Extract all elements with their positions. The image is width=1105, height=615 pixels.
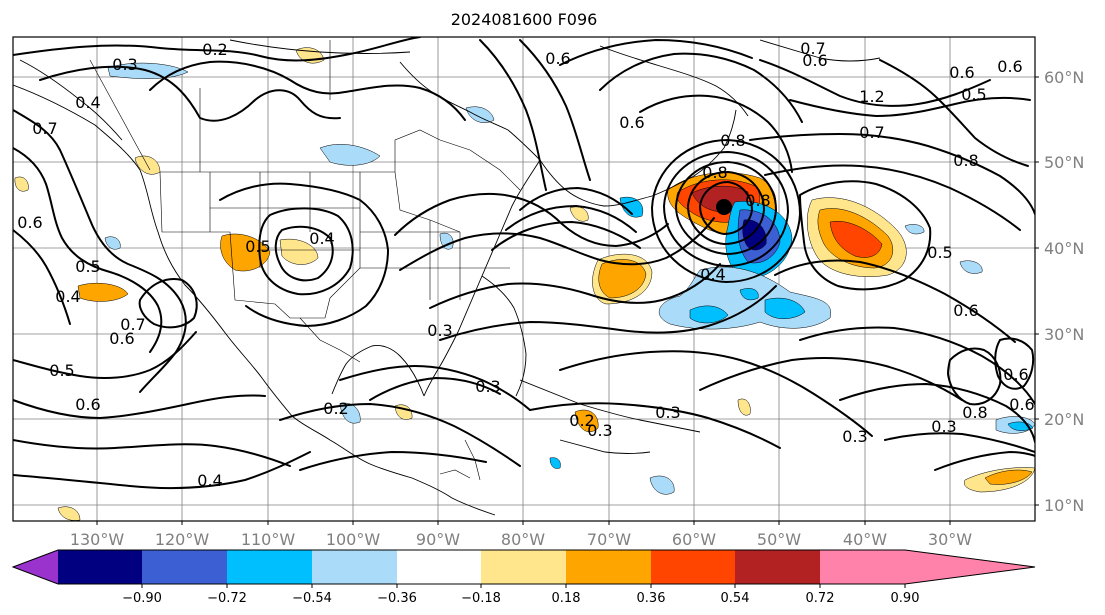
graticule — [13, 37, 1035, 521]
lat-label: 50°N — [1044, 153, 1084, 172]
lon-label: 70°W — [587, 530, 631, 549]
colorbar-tick-label: −0.54 — [292, 591, 332, 606]
colorbar-segment — [13, 550, 58, 584]
lat-label: 40°N — [1044, 239, 1084, 258]
contour-label: 0.6 — [953, 301, 978, 320]
contour-label: 0.3 — [475, 377, 500, 396]
contour-label: 0.7 — [859, 123, 884, 142]
lon-label: 40°W — [843, 530, 887, 549]
contours — [13, 37, 1035, 489]
latitude-labels: 60°N 50°N 40°N 30°N 20°N 10°N — [1044, 68, 1084, 515]
contour-label: 0.6 — [949, 63, 974, 82]
colorbar-tick-label: −0.72 — [207, 591, 247, 606]
colorbar-segment — [820, 550, 905, 584]
colorbar-tick-label: 0.54 — [721, 591, 750, 606]
lon-label: 60°W — [672, 530, 716, 549]
contour-label: 1.2 — [859, 87, 884, 106]
colorbar-segment — [142, 550, 227, 584]
contour-label: 0.6 — [802, 51, 827, 70]
contour-label: 0.8 — [953, 151, 978, 170]
contour-label: 0.8 — [962, 403, 987, 422]
contour-label: 0.8 — [720, 131, 745, 150]
contour-label: 0.4 — [75, 93, 100, 112]
contour-label: 0.3 — [655, 403, 680, 422]
map-frame — [12, 36, 1036, 522]
colorbar-tick-label: −0.18 — [461, 591, 501, 606]
contour-label: 0.2 — [323, 399, 348, 418]
contour-label: 0.8 — [702, 163, 727, 182]
lon-label: 90°W — [416, 530, 460, 549]
colorbar-tick-label: 0.36 — [637, 591, 666, 606]
contour-labels: 0.3 0.2 0.6 0.8 0.7 0.6 1.2 0.5 0.6 0.7 … — [17, 39, 1034, 490]
lon-label: 120°W — [155, 530, 210, 549]
contour-label: 0.4 — [309, 229, 334, 248]
colorbar-segment — [397, 550, 481, 584]
contour-label: 0.5 — [961, 85, 986, 104]
colorbar-segment — [735, 550, 820, 584]
contour-label: 0.6 — [1009, 395, 1034, 414]
contour-label: 0.5 — [75, 257, 100, 276]
lon-label: 50°W — [757, 530, 801, 549]
lon-label: 30°W — [928, 530, 972, 549]
contour-label: 0.3 — [931, 417, 956, 436]
contour-label: 0.5 — [927, 243, 952, 262]
colorbar-segment — [312, 550, 397, 584]
contour-label: 0.8 — [745, 191, 770, 210]
contour-label: 0.7 — [32, 119, 57, 138]
contour-label: 0.3 — [587, 421, 612, 440]
contour-label: 0.7 — [120, 315, 145, 334]
contour-label: 0.4 — [700, 265, 725, 284]
colorbar-segment — [905, 550, 1035, 584]
axis-ticks — [96, 76, 1039, 525]
colorbar-segment — [58, 550, 142, 584]
lon-label: 130°W — [70, 530, 125, 549]
colorbar-tick-label: 0.90 — [891, 591, 920, 606]
colorbar-segment — [651, 550, 735, 584]
contour-label: 0.6 — [17, 213, 42, 232]
contour-label: 0.6 — [545, 49, 570, 68]
longitude-labels: 130°W 120°W 110°W 100°W 90°W 80°W 70°W 6… — [70, 530, 972, 549]
contour-label: 0.2 — [202, 40, 227, 59]
contour-label: 0.5 — [245, 237, 270, 256]
colorbar-tick-label: 0.18 — [552, 591, 581, 606]
contour-label: 0.6 — [1003, 365, 1028, 384]
contour-label: 0.6 — [109, 329, 134, 348]
contour-label: 0.2 — [569, 411, 594, 430]
contour-label: 0.4 — [55, 287, 80, 306]
contour-label: 0.3 — [427, 321, 452, 340]
colorbar-tick-label: −0.36 — [377, 591, 417, 606]
contour-label: 0.5 — [49, 361, 74, 380]
figure-title: 2024081600 F096 — [451, 10, 598, 29]
map-panel: 0.3 0.2 0.6 0.8 0.7 0.6 1.2 0.5 0.6 0.7 … — [13, 37, 1035, 521]
contour-label: 0.7 — [800, 39, 825, 58]
colorbar-segment — [566, 550, 651, 584]
contour-label: 0.6 — [75, 395, 100, 414]
colorbar-tick-label: 0.72 — [806, 591, 835, 606]
lat-label: 30°N — [1044, 325, 1084, 344]
colorbar-segment — [481, 550, 566, 584]
lat-label: 10°N — [1044, 496, 1084, 515]
lon-label: 100°W — [326, 530, 381, 549]
contour-label: 0.3 — [842, 427, 867, 446]
lat-label: 60°N — [1044, 68, 1084, 87]
colorbar: −0.90 −0.72 −0.54 −0.36 −0.18 0.18 0.36 … — [11, 549, 1036, 606]
contour-label: 0.4 — [197, 471, 222, 490]
contour-label: 0.6 — [619, 113, 644, 132]
lon-label: 80°W — [501, 530, 545, 549]
colorbar-tick-label: −0.90 — [122, 591, 162, 606]
colorbar-outline — [11, 549, 1036, 585]
political-borders — [89, 40, 521, 481]
colorbar-segment — [227, 550, 312, 584]
lon-label: 110°W — [241, 530, 296, 549]
lat-label: 20°N — [1044, 410, 1084, 429]
contour-label: 0.6 — [997, 57, 1022, 76]
contour-label: 0.3 — [112, 55, 137, 74]
